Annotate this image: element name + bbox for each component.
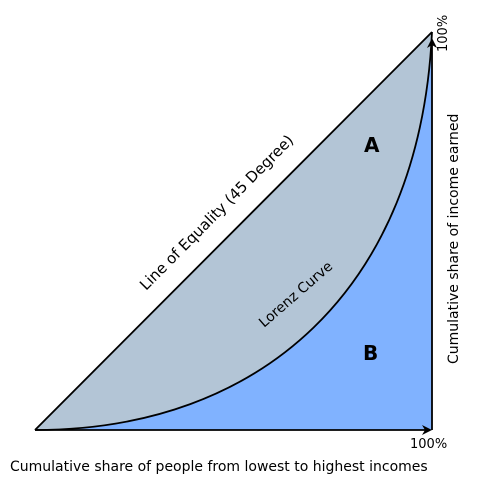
x-axis-label: Cumulative share of people from lowest t… bbox=[10, 459, 428, 475]
x-max-label: 100% bbox=[410, 437, 447, 452]
y-axis-label: Cumulative share of income earned bbox=[446, 114, 462, 364]
region-b-area bbox=[35, 32, 432, 430]
region-b-label: B bbox=[363, 341, 378, 365]
region-a-label: A bbox=[364, 133, 380, 157]
lorenz-curve-line bbox=[34, 31, 433, 431]
y-max-label: 100% bbox=[436, 15, 451, 52]
line-of-equality bbox=[34, 31, 433, 431]
